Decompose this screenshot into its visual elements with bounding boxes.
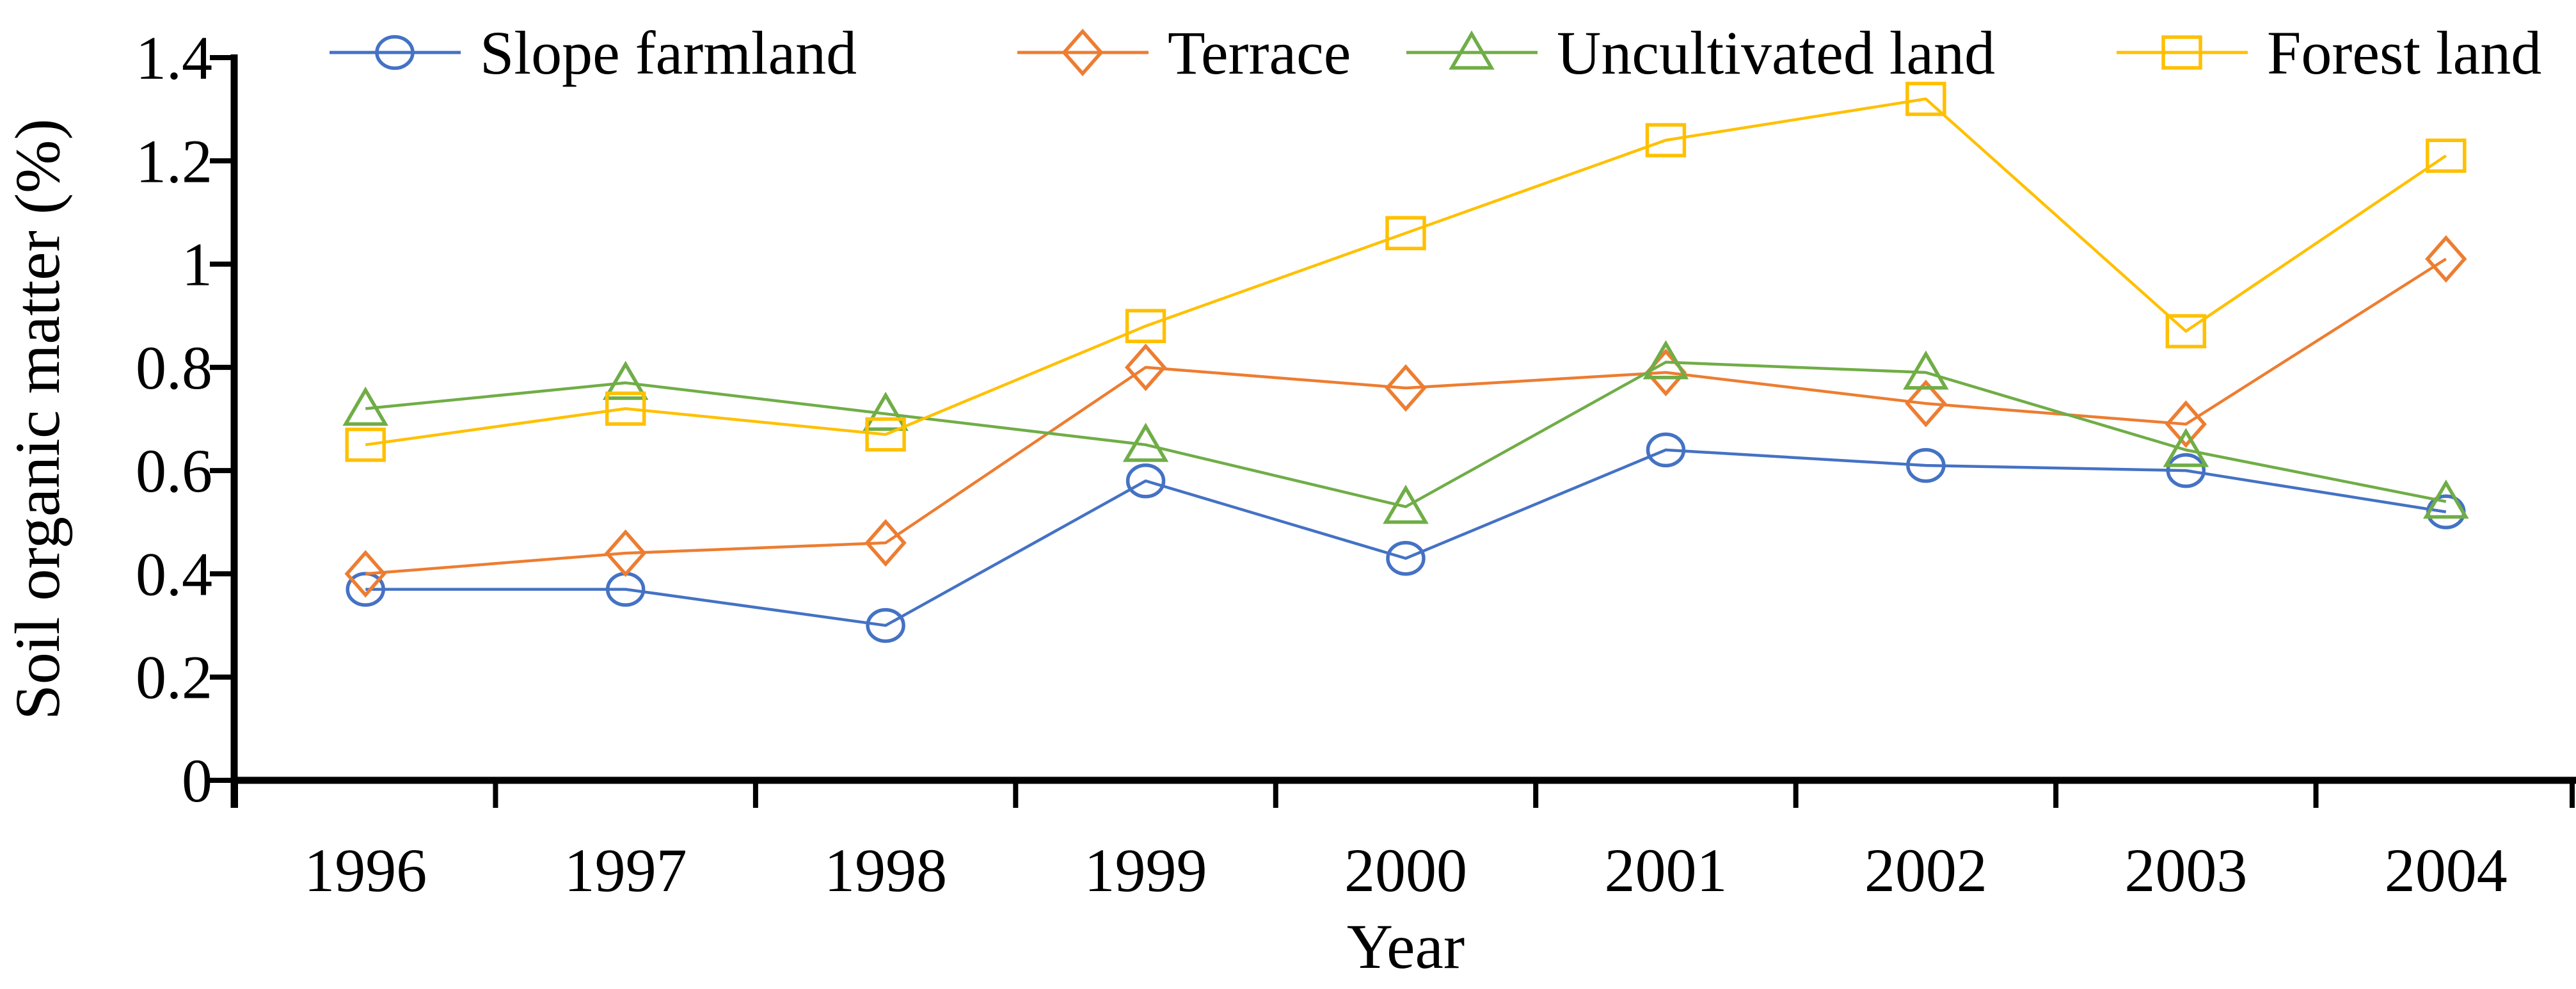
marker-diamond xyxy=(864,519,907,567)
marker-triangle xyxy=(342,386,389,426)
legend-item-label: Terrace xyxy=(1168,19,1351,87)
y-tick-label: 1.2 xyxy=(136,127,212,195)
marker-triangle xyxy=(2422,479,2469,519)
legend-item-slope-farmland: Slope farmland xyxy=(330,19,857,87)
marker-triangle xyxy=(1383,485,1429,524)
marker-square xyxy=(1125,309,1166,344)
x-tick-label: 2004 xyxy=(2385,836,2508,905)
marker-square xyxy=(1645,123,1687,157)
legend: Slope farmland Terrace Uncultivated land Fo… xyxy=(330,19,2541,87)
y-tick-label: 0.8 xyxy=(136,334,212,402)
x-tick-label: 1997 xyxy=(564,836,687,905)
marker-diamond xyxy=(605,529,647,577)
marker-diamond xyxy=(1905,380,1947,428)
marker-circle xyxy=(1646,432,1686,468)
marker-square xyxy=(1385,216,1426,250)
legend-item-forest-land: Forest land xyxy=(2117,19,2541,87)
legend-item-terrace: Terrace xyxy=(1017,19,1351,87)
marker-triangle xyxy=(602,360,649,400)
x-tick-label: 2000 xyxy=(1344,836,1467,905)
marker-diamond xyxy=(344,550,386,598)
x-tick-label: 2003 xyxy=(2124,836,2247,905)
series-line-slope-farmland xyxy=(365,448,2447,627)
marker-triangle xyxy=(2163,428,2209,467)
marker-triangle xyxy=(1903,350,1949,390)
marker-circle xyxy=(1386,540,1426,576)
marker-triangle xyxy=(1449,30,1495,70)
x-tick-label: 1998 xyxy=(824,836,947,905)
marker-diamond xyxy=(1061,28,1104,77)
axes: 0 0.2 0.4 0.6 0.8 1 1.2 1.4 1996 1997 1998 1999 2000… xyxy=(136,24,2576,905)
y-tick-label: 0.6 xyxy=(136,437,212,505)
marker-circle xyxy=(866,607,905,643)
marker-square xyxy=(605,391,646,426)
marker-square xyxy=(2165,314,2207,349)
series-forest-land xyxy=(345,81,2467,462)
y-tick-label: 0.2 xyxy=(136,643,212,712)
x-axis-title: Year xyxy=(1347,911,1465,982)
series-line-forest-land xyxy=(365,97,2447,447)
series-line-terrace xyxy=(365,257,2447,575)
marker-circle xyxy=(375,35,415,70)
marker-triangle xyxy=(863,391,909,431)
marker-triangle xyxy=(1642,340,1689,380)
y-tick-label: 0 xyxy=(182,746,212,815)
series-uncultivated-land xyxy=(342,340,2469,524)
marker-square xyxy=(2426,138,2467,173)
legend-item-label: Forest land xyxy=(2267,19,2541,87)
x-tick-label: 1999 xyxy=(1085,836,1207,905)
marker-diamond xyxy=(1385,364,1427,412)
x-tick-label: 2001 xyxy=(1604,836,1727,905)
marker-circle xyxy=(1125,463,1166,499)
marker-diamond xyxy=(1124,343,1167,392)
y-tick-label: 1.4 xyxy=(136,24,212,92)
marker-square xyxy=(1905,81,1946,117)
marker-square xyxy=(2161,35,2202,70)
x-tick-label: 2002 xyxy=(1864,836,1987,905)
x-tick-label: 1996 xyxy=(304,836,427,905)
series-slope-farmland xyxy=(346,432,2466,643)
y-axis-title: Soil organic matter (%) xyxy=(2,118,73,720)
y-tick-label: 0.4 xyxy=(136,540,212,608)
marker-circle xyxy=(1906,447,1946,483)
marker-square xyxy=(345,428,386,462)
legend-item-uncultivated-land: Uncultivated land xyxy=(1406,19,1995,87)
marker-circle xyxy=(2166,453,2206,488)
marker-triangle xyxy=(1122,422,1169,462)
marker-square xyxy=(865,417,906,452)
legend-item-label: Uncultivated land xyxy=(1557,19,1995,87)
marker-diamond xyxy=(2425,235,2467,283)
series-line-uncultivated-land xyxy=(365,360,2447,508)
marker-diamond xyxy=(2165,400,2207,448)
legend-item-label: Slope farmland xyxy=(480,19,857,87)
y-tick-label: 1 xyxy=(182,230,212,299)
